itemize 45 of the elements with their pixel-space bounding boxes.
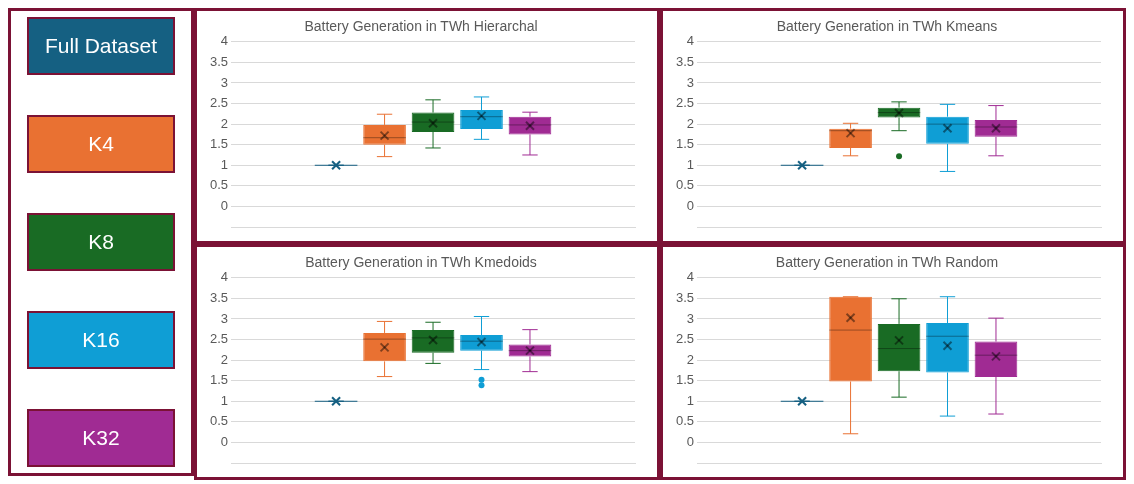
y-tick-label: 3 (220, 74, 229, 90)
y-tick-label: 1 (686, 156, 695, 172)
y-tick-label: 0.5 (675, 177, 695, 193)
y-tick-label: 4 (686, 269, 695, 285)
y-tick-label: 1.5 (209, 372, 229, 388)
y-tick-label: 1.5 (675, 136, 695, 152)
y-tick-label: 3.5 (675, 53, 695, 69)
y-tick-label: 0.5 (209, 413, 229, 429)
y-tick-label: 0 (686, 198, 695, 213)
y-tick-label: 1 (686, 392, 695, 408)
y-tick-label: 1.5 (675, 372, 695, 388)
chart-title: Battery Generation in TWh Random (775, 254, 999, 271)
text: Full Dataset (27, 17, 175, 75)
y-tick-label: 0.5 (209, 177, 229, 193)
y-tick-label: 2 (686, 351, 695, 367)
chart-title: Battery Generation in TWh Hierarchal (304, 18, 538, 35)
y-tick-label: 3 (220, 310, 229, 326)
y-tick-label: 3.5 (209, 53, 229, 69)
y-tick-label: 2.5 (209, 95, 229, 111)
chart-title: Battery Generation in TWh Kmedoids (305, 254, 537, 271)
y-tick-label: 4 (220, 33, 229, 49)
y-tick-label: 0.5 (675, 413, 695, 429)
text: K32 (27, 409, 175, 467)
y-tick-label: 4 (686, 33, 695, 49)
y-tick-label: 2.5 (675, 95, 695, 111)
y-tick-label: 3 (686, 310, 695, 326)
y-tick-label: 1 (220, 156, 229, 172)
y-tick-label: 2.5 (675, 331, 695, 347)
text: K8 (27, 213, 175, 271)
y-tick-label: 4 (220, 269, 229, 285)
y-tick-label: 0 (220, 434, 229, 449)
text: K4 (27, 115, 175, 173)
y-tick-label: 3 (686, 74, 695, 90)
y-tick-label: 0 (686, 434, 695, 449)
y-tick-label: 2 (686, 115, 695, 131)
y-tick-label: 3.5 (209, 289, 229, 305)
text: K16 (27, 311, 175, 369)
y-tick-label: 0 (220, 198, 229, 213)
y-tick-label: 2.5 (209, 331, 229, 347)
y-tick-label: 1.5 (209, 136, 229, 152)
y-tick-label: 2 (220, 351, 229, 367)
y-tick-label: 3.5 (675, 289, 695, 305)
y-tick-label: 2 (220, 115, 229, 131)
chart-title: Battery Generation in TWh Kmeans (776, 18, 998, 35)
y-tick-label: 1 (220, 392, 229, 408)
